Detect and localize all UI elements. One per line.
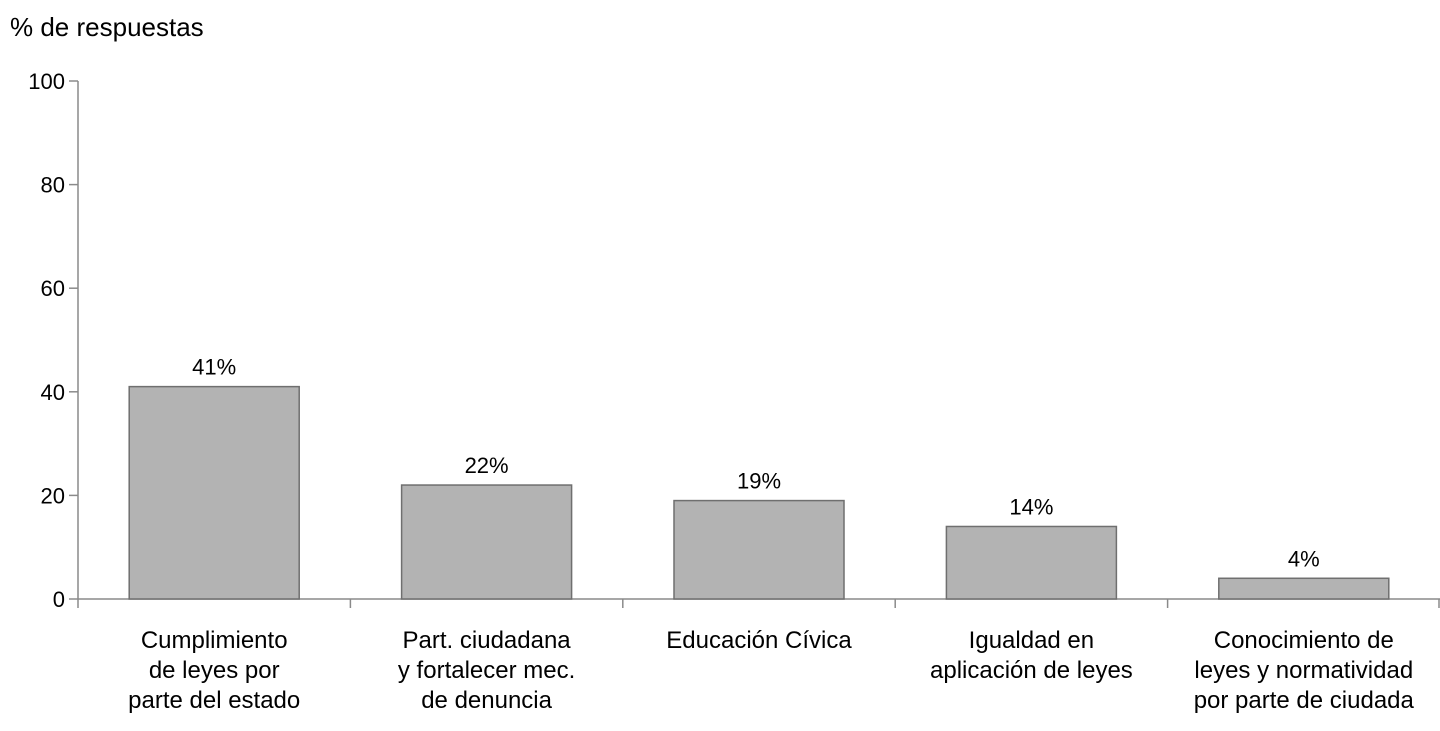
x-category-label: Igualdad en aplicación de leyes — [930, 627, 1133, 684]
x-category-label: Part. ciudadana y fortalecer mec. de denun… — [398, 627, 575, 714]
x-category-label-line: leyes y normatividad — [1194, 657, 1413, 684]
bar — [673, 499, 845, 600]
x-category-label-line: parte del estado — [128, 687, 300, 714]
y-tick-label: 80 — [41, 173, 65, 198]
x-category-label-line: Igualdad en — [969, 627, 1094, 654]
y-tick-label: 100 — [28, 69, 65, 94]
y-tick-label: 20 — [41, 483, 65, 508]
bar — [400, 484, 573, 600]
x-category-label-line: de denuncia — [421, 687, 552, 714]
x-category-label-line: aplicación de leyes — [930, 657, 1133, 684]
bar — [945, 525, 1118, 600]
x-category-label-line: de leyes por — [149, 657, 280, 684]
x-category-label-line: Cumplimiento — [141, 627, 288, 654]
x-category-label-line: Educación Cívica — [666, 627, 852, 654]
x-category-label-line: y fortalecer mec. — [398, 657, 575, 684]
bar — [128, 385, 300, 600]
data-label: 41% — [192, 355, 236, 380]
y-tick-label: 60 — [41, 276, 65, 301]
data-label: 22% — [465, 453, 509, 478]
x-category-label-line: Part. ciudadana — [403, 627, 572, 654]
data-label: 4% — [1288, 546, 1320, 571]
x-category-label-line: Conocimiento de — [1214, 627, 1394, 654]
x-category-label: Conocimiento de leyes y normatividad por p… — [1194, 627, 1415, 714]
x-category-label: Cumplimiento de leyes por parte del estado — [128, 627, 300, 714]
y-axis-title: % de respuestas — [10, 12, 204, 42]
data-label: 14% — [1009, 494, 1053, 519]
x-category-label: Educación Cívica — [666, 627, 852, 654]
y-tick-label: 0 — [53, 587, 65, 612]
data-label: 19% — [737, 469, 781, 494]
x-category-label-line: por parte de ciudada — [1194, 687, 1415, 714]
bar — [1218, 577, 1390, 600]
y-tick-label: 40 — [41, 380, 65, 405]
